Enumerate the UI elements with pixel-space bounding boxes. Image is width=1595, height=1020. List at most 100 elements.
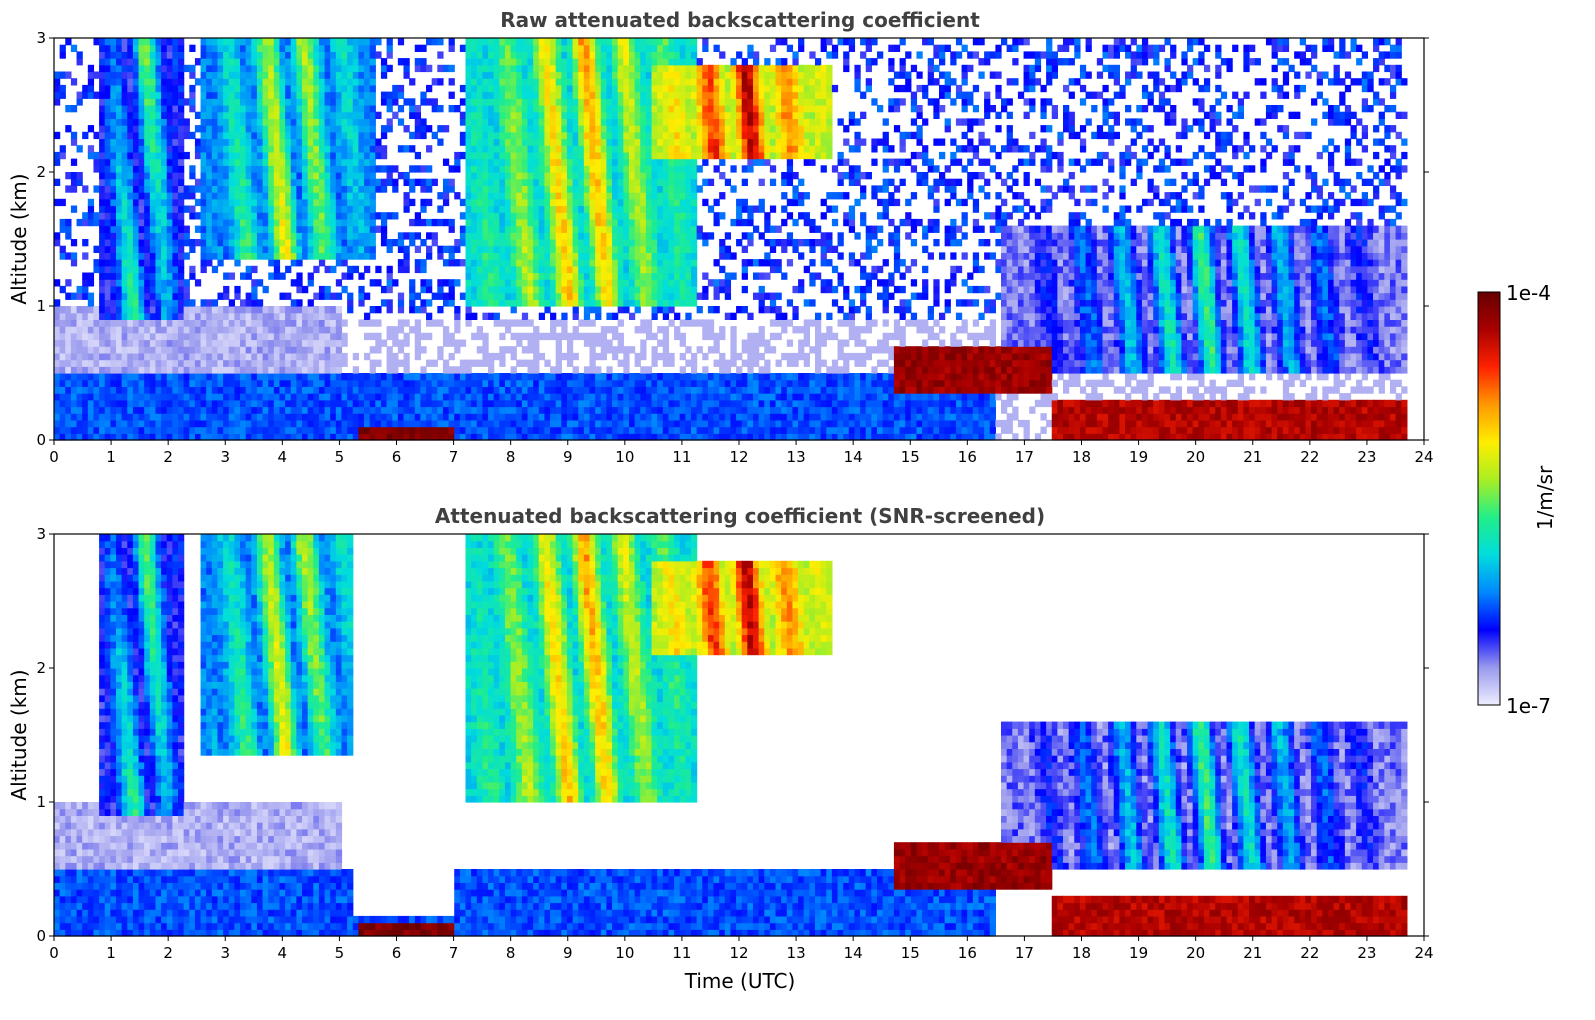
heatmap-cell	[583, 158, 591, 166]
heatmap-cell	[262, 58, 269, 66]
heatmap-cell	[82, 285, 89, 294]
heatmap-cell	[290, 239, 297, 247]
heatmap-cell	[251, 245, 258, 253]
heatmap-cell	[240, 319, 247, 327]
heatmap-cell	[499, 399, 506, 408]
heatmap-cell	[521, 292, 529, 300]
heatmap-cell	[251, 151, 258, 160]
heatmap-cell	[290, 64, 297, 73]
heatmap-cell	[504, 98, 512, 106]
heatmap-cell	[589, 145, 596, 153]
heatmap-cell	[403, 352, 410, 361]
heatmap-cell	[65, 352, 72, 361]
heatmap-cell	[606, 44, 613, 52]
heatmap-cell	[279, 212, 286, 220]
heatmap-cell	[211, 172, 219, 180]
heatmap-cell	[347, 232, 354, 240]
heatmap-cell	[465, 38, 472, 46]
heatmap-cell	[87, 346, 95, 354]
heatmap-cell	[409, 78, 416, 86]
heatmap-cell	[414, 58, 422, 66]
heatmap-cell	[285, 232, 292, 240]
heatmap-cell	[59, 419, 66, 428]
heatmap-cell	[516, 413, 523, 421]
heatmap-cell	[262, 306, 269, 314]
heatmap-cell	[296, 71, 303, 79]
heatmap-cell	[324, 71, 331, 79]
heatmap-cell	[228, 125, 235, 133]
heatmap-cell	[245, 332, 252, 341]
heatmap-cell	[521, 279, 529, 287]
heatmap-cell	[127, 379, 134, 387]
heatmap-cell	[127, 158, 134, 166]
heatmap-cell	[262, 84, 269, 93]
heatmap-cell	[121, 105, 128, 113]
heatmap-cell	[206, 225, 213, 233]
heatmap-cell	[155, 292, 162, 300]
heatmap-cell	[324, 232, 331, 240]
heatmap-cell	[533, 292, 540, 300]
heatmap-cell	[273, 151, 281, 160]
heatmap-cell	[166, 225, 173, 233]
heatmap-cell	[245, 272, 252, 280]
heatmap-cell	[459, 359, 467, 367]
heatmap-cell	[476, 433, 484, 441]
heatmap-cell	[589, 118, 596, 126]
heatmap-cell	[392, 212, 399, 220]
heatmap-cell	[550, 393, 557, 401]
heatmap-cell	[99, 232, 106, 240]
heatmap-cell	[262, 393, 269, 401]
heatmap-cell	[583, 225, 591, 233]
heatmap-cell	[397, 91, 405, 99]
heatmap-cell	[392, 111, 399, 119]
heatmap-cell	[561, 259, 568, 267]
heatmap-cell	[138, 413, 145, 421]
heatmap-cell	[623, 386, 630, 394]
heatmap-cell	[600, 138, 608, 146]
heatmap-cell	[437, 192, 444, 200]
heatmap-cell	[533, 158, 540, 166]
heatmap-cell	[566, 252, 574, 260]
heatmap-cell	[538, 138, 546, 146]
heatmap-cell	[240, 245, 247, 253]
heatmap-cell	[431, 319, 438, 327]
heatmap-cell	[240, 346, 247, 354]
heatmap-cell	[228, 151, 235, 160]
heatmap-cell	[262, 326, 269, 334]
heatmap-cell	[256, 393, 264, 401]
heatmap-cell	[189, 346, 196, 354]
heatmap-cell	[471, 232, 478, 240]
heatmap-cell	[606, 393, 613, 401]
heatmap-cell	[566, 192, 574, 200]
heatmap-cell	[313, 51, 320, 59]
heatmap-cell	[566, 346, 574, 354]
heatmap-cell	[262, 145, 269, 153]
heatmap-cell	[228, 105, 235, 113]
heatmap-cell	[296, 172, 303, 180]
heatmap-cell	[194, 433, 202, 441]
heatmap-cell	[228, 379, 235, 387]
heatmap-cell	[533, 172, 540, 180]
heatmap-cell	[127, 285, 134, 294]
heatmap-cell	[499, 71, 506, 79]
heatmap-cell	[223, 145, 230, 153]
heatmap-cell	[595, 98, 602, 106]
heatmap-cell	[178, 212, 185, 220]
heatmap-cell	[166, 312, 173, 320]
heatmap-cell	[200, 312, 207, 320]
heatmap-cell	[606, 51, 613, 59]
heatmap-cell	[493, 225, 500, 233]
heatmap-cell	[178, 225, 185, 233]
heatmap-cell	[240, 44, 247, 52]
heatmap-cell	[324, 265, 331, 274]
heatmap-cell	[149, 225, 157, 233]
heatmap-cell	[268, 158, 275, 166]
heatmap-cell	[307, 64, 314, 73]
heatmap-cell	[155, 111, 162, 119]
heatmap-cell	[471, 192, 478, 200]
heatmap-cell	[347, 386, 354, 394]
heatmap-cell	[110, 399, 117, 408]
heatmap-cell	[465, 413, 472, 421]
heatmap-cell	[409, 379, 416, 387]
heatmap-cell	[132, 299, 140, 307]
